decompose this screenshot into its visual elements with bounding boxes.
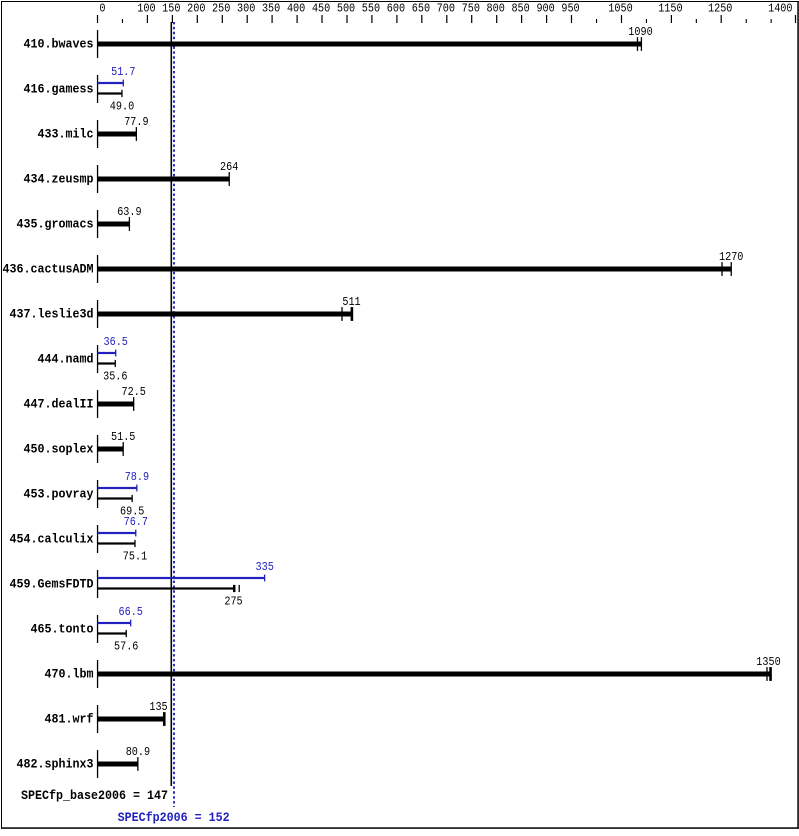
svg-text:500: 500 [337, 1, 355, 15]
svg-text:35.6: 35.6 [103, 370, 127, 384]
svg-text:1400: 1400 [768, 1, 792, 15]
svg-text:650: 650 [412, 1, 430, 15]
svg-text:511: 511 [342, 295, 360, 309]
svg-text:450: 450 [312, 1, 330, 15]
svg-text:57.6: 57.6 [114, 640, 138, 654]
svg-text:75.1: 75.1 [123, 550, 147, 564]
svg-text:1350: 1350 [756, 655, 780, 669]
svg-text:900: 900 [536, 1, 554, 15]
svg-text:1150: 1150 [658, 1, 682, 15]
svg-text:SPECfp2006 = 152: SPECfp2006 = 152 [118, 811, 230, 825]
svg-text:950: 950 [561, 1, 579, 15]
svg-text:51.7: 51.7 [111, 65, 135, 79]
svg-text:400: 400 [287, 1, 305, 15]
svg-text:1090: 1090 [628, 25, 652, 39]
svg-text:335: 335 [256, 560, 274, 574]
svg-text:275: 275 [224, 595, 242, 609]
svg-text:49.0: 49.0 [110, 100, 134, 114]
svg-text:300: 300 [237, 1, 255, 15]
svg-text:447.dealII: 447.dealII [24, 398, 94, 412]
svg-text:69.5: 69.5 [120, 505, 144, 519]
svg-text:150: 150 [162, 1, 180, 15]
svg-text:750: 750 [462, 1, 480, 15]
svg-text:264: 264 [220, 160, 238, 174]
svg-text:51.5: 51.5 [111, 430, 135, 444]
svg-text:1270: 1270 [719, 250, 743, 264]
svg-text:72.5: 72.5 [122, 385, 146, 399]
svg-text:416.gamess: 416.gamess [24, 83, 94, 97]
svg-text:1050: 1050 [608, 1, 632, 15]
svg-text:80.9: 80.9 [126, 745, 150, 759]
svg-text:850: 850 [511, 1, 529, 15]
svg-text:250: 250 [212, 1, 230, 15]
svg-text:550: 550 [362, 1, 380, 15]
svg-text:437.leslie3d: 437.leslie3d [10, 308, 94, 322]
svg-text:436.cactusADM: 436.cactusADM [3, 263, 94, 277]
svg-text:435.gromacs: 435.gromacs [17, 218, 94, 232]
svg-text:434.zeusmp: 434.zeusmp [24, 173, 94, 187]
svg-text:470.lbm: 470.lbm [45, 668, 94, 682]
svg-text:410.bwaves: 410.bwaves [24, 38, 94, 52]
svg-text:350: 350 [262, 1, 280, 15]
svg-text:36.5: 36.5 [104, 335, 128, 349]
svg-text:481.wrf: 481.wrf [45, 713, 94, 727]
svg-text:459.GemsFDTD: 459.GemsFDTD [10, 578, 94, 592]
svg-text:66.5: 66.5 [119, 605, 143, 619]
svg-text:454.calculix: 454.calculix [10, 533, 94, 547]
svg-text:450.soplex: 450.soplex [24, 443, 94, 457]
svg-text:63.9: 63.9 [117, 205, 141, 219]
svg-text:444.namd: 444.namd [38, 353, 94, 367]
svg-text:453.povray: 453.povray [24, 488, 94, 502]
svg-text:465.tonto: 465.tonto [31, 623, 94, 637]
svg-text:100: 100 [137, 1, 155, 15]
svg-text:700: 700 [437, 1, 455, 15]
svg-text:135: 135 [149, 700, 167, 714]
svg-text:0: 0 [99, 1, 105, 15]
svg-text:SPECfp_base2006 = 147: SPECfp_base2006 = 147 [21, 789, 168, 803]
svg-text:482.sphinx3: 482.sphinx3 [17, 758, 94, 772]
svg-text:76.7: 76.7 [124, 515, 148, 529]
svg-text:1250: 1250 [708, 1, 732, 15]
svg-text:600: 600 [387, 1, 405, 15]
svg-text:433.milc: 433.milc [38, 128, 94, 142]
svg-text:77.9: 77.9 [124, 115, 148, 129]
svg-text:800: 800 [487, 1, 505, 15]
svg-text:200: 200 [187, 1, 205, 15]
svg-text:78.9: 78.9 [125, 470, 149, 484]
